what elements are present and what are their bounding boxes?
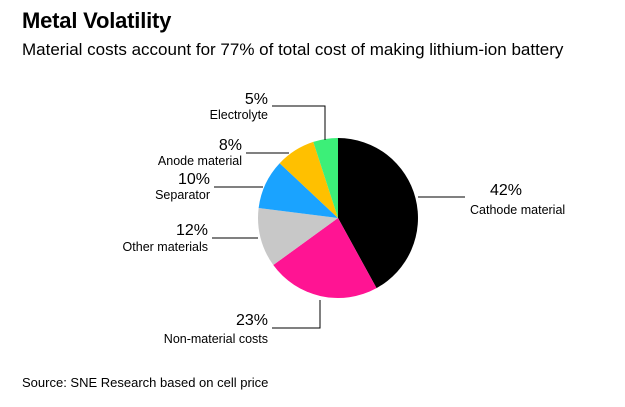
pie-slice-electrolyte bbox=[313, 138, 338, 218]
slice-label-non-material-costs: Non-material costs bbox=[164, 332, 268, 346]
slice-label-cathode-material: Cathode material bbox=[470, 203, 565, 217]
slice-value-non-material-costs: 23% bbox=[236, 312, 268, 329]
leader-line-electrolyte bbox=[272, 105, 326, 140]
slice-value-separator: 10% bbox=[178, 171, 210, 188]
chart-title: Metal Volatility bbox=[22, 8, 172, 33]
pie-slice-cathode-material bbox=[338, 138, 418, 289]
leader-line-non-material-costs bbox=[272, 300, 321, 329]
source-note: Source: SNE Research based on cell price bbox=[22, 375, 269, 390]
pie-slice-non-material-costs bbox=[273, 218, 377, 298]
chart-subtitle: Material costs account for 77% of total … bbox=[22, 40, 564, 59]
slice-label-other-materials: Other materials bbox=[123, 240, 208, 254]
slice-label-anode-material: Anode material bbox=[158, 154, 242, 168]
slice-value-electrolyte: 5% bbox=[245, 91, 268, 108]
slice-labels: 42% Cathode material 23% Non-material costs… bbox=[123, 91, 566, 346]
leader-lines bbox=[212, 105, 465, 329]
slice-label-electrolyte: Electrolyte bbox=[210, 108, 268, 122]
slice-value-anode-material: 8% bbox=[219, 137, 242, 154]
pie-slice-separator bbox=[258, 163, 338, 218]
slice-value-cathode-material: 42% bbox=[490, 182, 522, 199]
pie-slices bbox=[257, 138, 418, 298]
pie-slice-other-materials bbox=[257, 207, 338, 266]
slice-label-separator: Separator bbox=[155, 188, 210, 202]
slice-value-other-materials: 12% bbox=[176, 222, 208, 239]
pie-slice-anode-material bbox=[279, 141, 338, 218]
